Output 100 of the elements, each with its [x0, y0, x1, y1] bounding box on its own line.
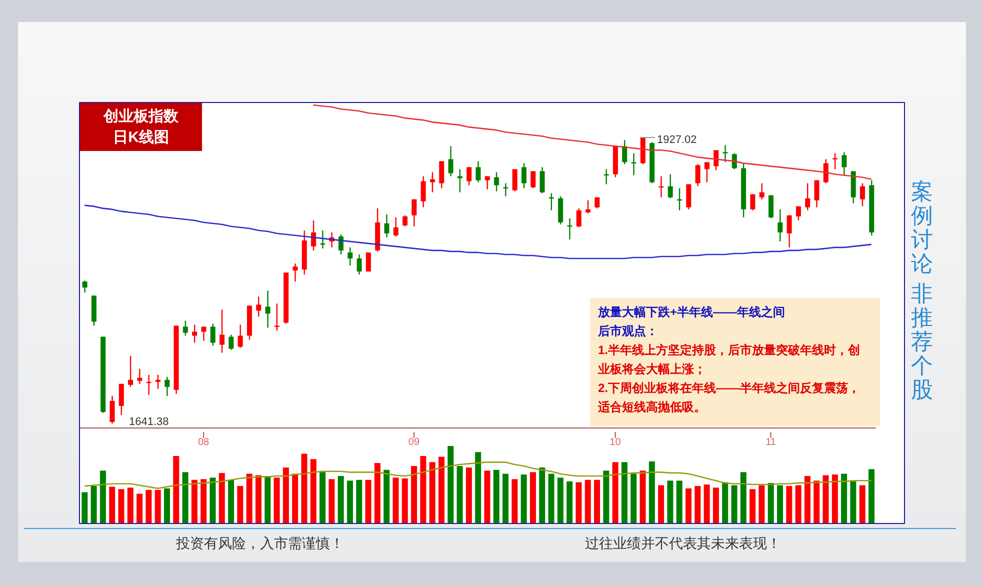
candlestick	[842, 152, 847, 176]
bar	[859, 485, 866, 523]
candlestick	[714, 150, 719, 171]
candlestick	[704, 162, 710, 183]
bar	[640, 470, 646, 523]
candlestick	[448, 146, 454, 177]
bar	[584, 480, 591, 523]
text: 过往业绩并不代表其未来表现！	[585, 535, 781, 553]
bar	[777, 485, 784, 523]
candlestick	[118, 383, 124, 416]
bar	[493, 470, 500, 523]
bar	[786, 486, 792, 523]
bar	[676, 480, 682, 523]
bar	[694, 486, 701, 523]
annotation: 后市观点：	[598, 323, 659, 340]
bar	[822, 475, 829, 523]
bar	[466, 468, 472, 523]
bar	[576, 482, 582, 523]
bar	[686, 488, 692, 523]
candlestick	[238, 324, 243, 348]
bar	[274, 478, 280, 523]
candlestick	[805, 182, 810, 211]
annotation: 1927.02	[657, 134, 697, 146]
bar	[814, 480, 820, 523]
candlestick	[155, 374, 160, 390]
bar	[136, 494, 143, 523]
bar	[832, 474, 838, 523]
bar	[301, 454, 308, 523]
candlestick	[786, 214, 792, 248]
candlestick	[484, 176, 490, 190]
bar	[109, 486, 116, 523]
bar	[548, 474, 554, 523]
bar	[438, 456, 444, 523]
bar	[731, 485, 738, 523]
bar	[448, 446, 454, 523]
bar	[868, 469, 874, 523]
bar	[392, 478, 399, 523]
bar	[346, 480, 353, 523]
candlestick	[311, 220, 316, 252]
candlestick	[402, 214, 408, 227]
bar	[338, 476, 344, 523]
candlestick	[348, 246, 353, 266]
bar	[246, 474, 252, 523]
candlestick	[128, 355, 134, 388]
candlestick	[356, 254, 362, 276]
candlestick	[393, 216, 398, 238]
candlestick	[201, 326, 206, 342]
bar	[173, 456, 180, 523]
text: 非推荐个股	[910, 281, 934, 402]
bar	[704, 484, 710, 523]
bar	[82, 492, 88, 523]
candlestick	[759, 182, 764, 200]
bar	[530, 472, 536, 523]
bar	[557, 478, 564, 523]
bar	[850, 481, 856, 523]
bar	[804, 476, 810, 523]
candlestick	[220, 309, 225, 354]
bar	[841, 474, 848, 523]
candlestick	[182, 320, 188, 336]
bar	[384, 470, 390, 523]
candlestick	[530, 170, 536, 189]
candlestick	[540, 166, 545, 194]
x-tick-label: 10	[610, 437, 622, 448]
bar	[594, 480, 600, 523]
candlestick	[750, 194, 756, 211]
candlestick	[768, 194, 774, 219]
candlestick	[796, 206, 801, 221]
candlestick	[338, 234, 344, 256]
bar	[264, 476, 271, 523]
candlestick	[604, 168, 609, 185]
candlestick	[137, 368, 142, 384]
bar	[512, 479, 518, 523]
candlestick	[412, 198, 417, 227]
bar	[118, 489, 124, 523]
candlestick	[457, 168, 462, 193]
candlestick	[292, 262, 298, 282]
candlestick	[228, 334, 234, 350]
bar	[100, 470, 106, 523]
bar	[328, 479, 335, 523]
text: 案例讨论	[910, 179, 934, 276]
text: 投资有风险，入市需谨慎！	[176, 535, 344, 553]
bar	[722, 482, 728, 523]
bar	[484, 470, 490, 523]
candlestick	[494, 172, 500, 192]
bar	[255, 475, 262, 523]
x-tick-label: 11	[766, 437, 776, 448]
bar	[146, 490, 152, 523]
bar	[712, 488, 719, 523]
annotation: 1.半年线上方坚定持股，后市放量突破年线时，创业板将会大幅上涨；	[598, 342, 862, 378]
candlestick	[832, 152, 838, 170]
candlestick	[732, 152, 737, 170]
candlestick	[164, 376, 170, 396]
candlestick	[192, 324, 198, 344]
bar	[282, 468, 289, 523]
candlestick	[439, 160, 444, 189]
candlestick	[430, 172, 435, 193]
chart-title: 创业板指数	[102, 107, 180, 127]
candlestick	[420, 176, 426, 208]
candlestick	[686, 184, 692, 210]
bar	[502, 474, 509, 523]
